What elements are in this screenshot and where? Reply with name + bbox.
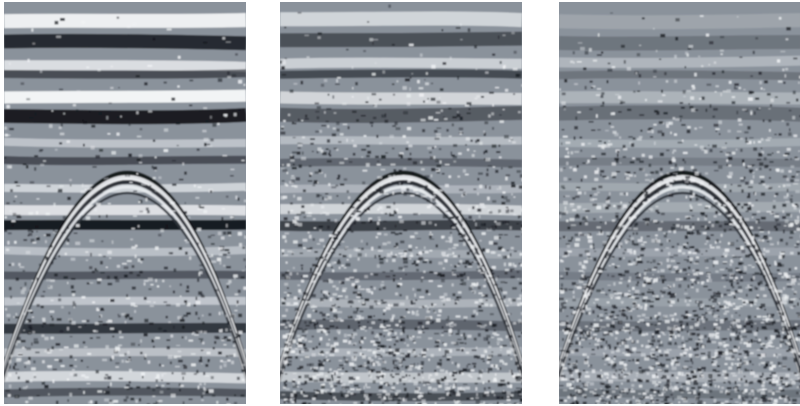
radargram-image-3 <box>559 2 800 404</box>
radargram-panel-3 <box>559 2 800 404</box>
radargram-panel-2 <box>280 2 522 404</box>
radargram-image-1 <box>4 2 246 404</box>
radargram-image-2 <box>280 2 522 404</box>
radargram-panel-1 <box>4 2 246 404</box>
